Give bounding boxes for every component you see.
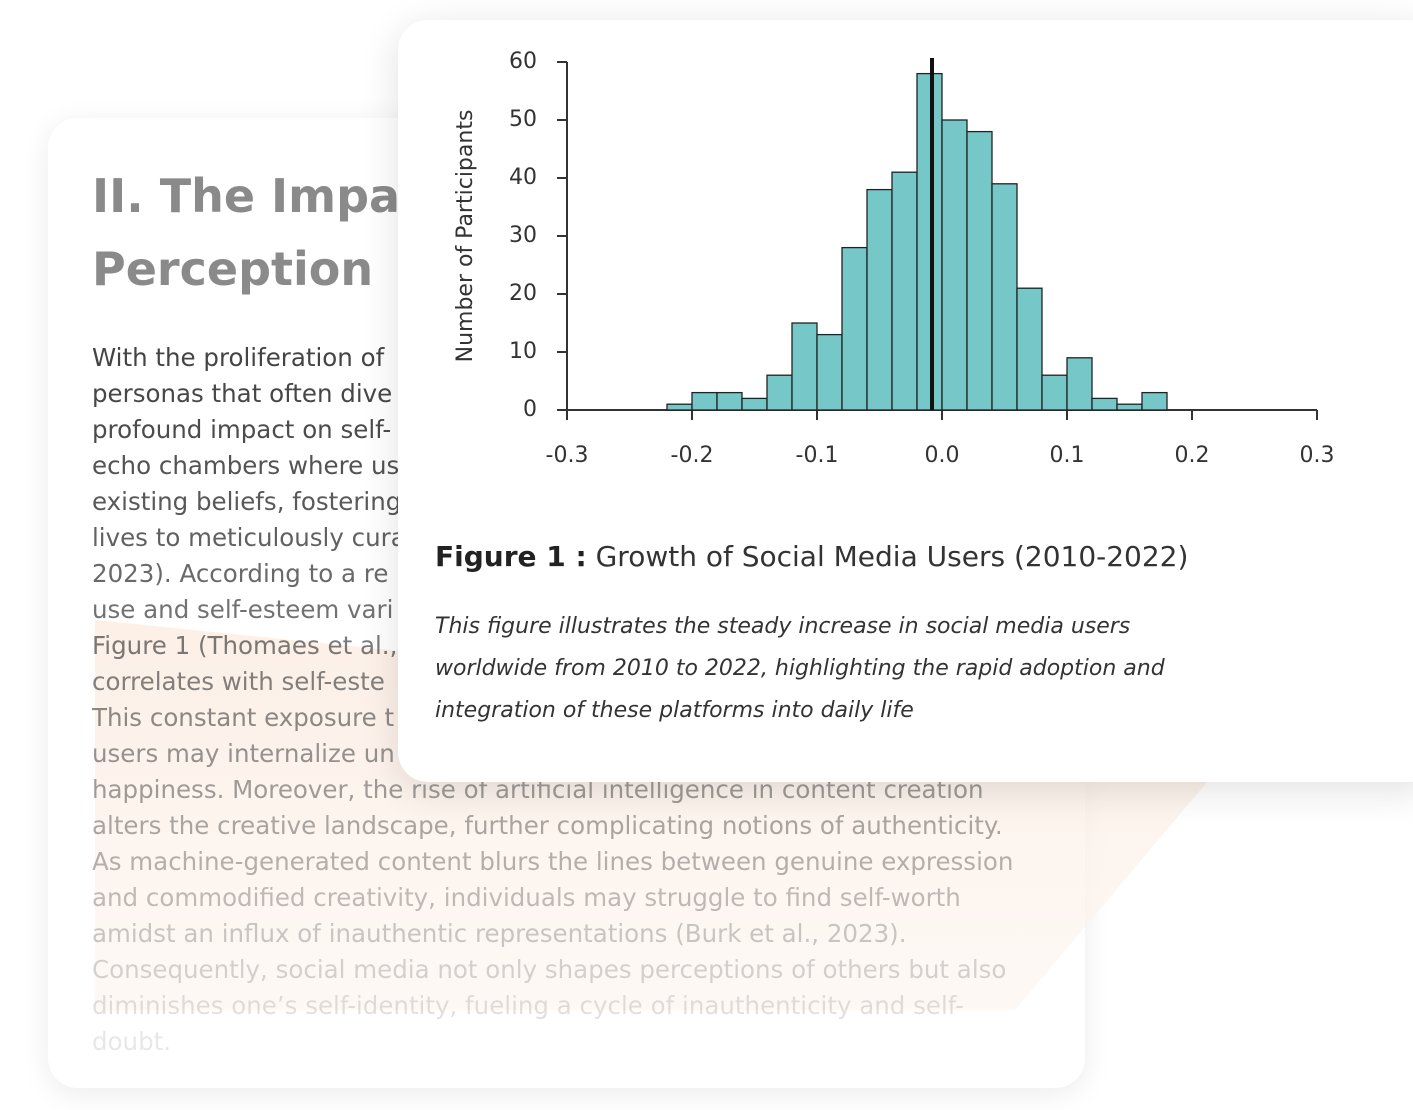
body-line: and commodified creativity, individuals … xyxy=(92,883,961,912)
body-line: This constant exposure t xyxy=(92,703,395,732)
bar xyxy=(766,374,793,411)
bar xyxy=(966,130,993,411)
body-line: diminishes one’s self-identity, fueling … xyxy=(92,991,964,1020)
bar xyxy=(1041,374,1068,411)
body-line: doubt. xyxy=(92,1027,172,1056)
bar xyxy=(941,119,968,411)
x-tick-label: -0.3 xyxy=(546,443,589,468)
bar xyxy=(1066,357,1093,411)
body-line: echo chambers where us xyxy=(92,451,400,480)
body-line: existing beliefs, fostering xyxy=(92,487,402,516)
body-line: profound impact on self- xyxy=(92,415,392,444)
body-line: With the proliferation of xyxy=(92,343,385,372)
body-line: As machine-generated content blurs the l… xyxy=(92,847,1014,876)
bar xyxy=(891,171,918,411)
x-tick-label: -0.1 xyxy=(796,443,839,468)
body-line: use and self-esteem vari xyxy=(92,595,394,624)
body-text: With the proliferation of personas that o… xyxy=(92,340,1013,1060)
bar xyxy=(916,72,943,411)
y-tick-label: 50 xyxy=(509,107,537,132)
bar xyxy=(741,397,768,411)
bar xyxy=(1116,403,1143,411)
body-line: users may internalize un xyxy=(92,739,395,768)
y-axis-label: Number of Participants xyxy=(453,110,478,363)
heading-line: Perception xyxy=(92,242,374,296)
body-line: personas that often dive xyxy=(92,379,393,408)
figure-caption: Figure 1 : Growth of Social Media Users … xyxy=(435,540,1188,573)
y-tick-label: 60 xyxy=(509,49,537,74)
bar xyxy=(991,183,1018,411)
bar xyxy=(1091,397,1118,411)
body-line: amidst an influx of inauthentic represen… xyxy=(92,919,907,948)
bar xyxy=(841,246,868,411)
bar xyxy=(816,333,843,411)
bar xyxy=(666,403,693,411)
x-tick-label: 0.3 xyxy=(1300,443,1335,468)
body-line: correlates with self-este xyxy=(92,667,385,696)
heading: II. The Impact Perception xyxy=(92,160,449,306)
body-line: lives to meticulously cura xyxy=(92,523,406,552)
bar xyxy=(791,322,818,411)
bar xyxy=(866,188,893,411)
bar xyxy=(716,391,743,411)
x-tick-label: 0.1 xyxy=(1050,443,1085,468)
figure-description: This figure illustrates the steady incre… xyxy=(435,614,1165,723)
histogram: 0 10 20 30 40 50 60 -0.3 -0.2 -0.1 0.0 0.1 0.2 0.3 Num… xyxy=(453,49,1335,468)
y-tick-label: 40 xyxy=(509,165,537,190)
body-line: alters the creative landscape, further c… xyxy=(92,811,1003,840)
bar xyxy=(1141,391,1168,411)
figure-title: Growth of Social Media Users (2010-2022) xyxy=(595,540,1189,573)
y-tick-label: 0 xyxy=(523,397,537,422)
body-line: Consequently, social media not only shap… xyxy=(92,955,1007,984)
body-line: Figure 1 (Thomaes et al., xyxy=(92,631,398,660)
figure-label: Figure 1 : xyxy=(435,540,587,573)
x-tick-label: 0.0 xyxy=(925,443,960,468)
bar xyxy=(1016,287,1043,411)
body-line: 2023). According to a re xyxy=(92,559,389,588)
y-tick-label: 10 xyxy=(509,339,537,364)
x-tick-label: 0.2 xyxy=(1175,443,1210,468)
x-tick-label: -0.2 xyxy=(671,443,714,468)
y-tick-label: 20 xyxy=(509,281,537,306)
bar xyxy=(691,391,718,411)
heading-line: II. The Impact xyxy=(92,169,450,223)
y-tick-label: 30 xyxy=(509,223,537,248)
